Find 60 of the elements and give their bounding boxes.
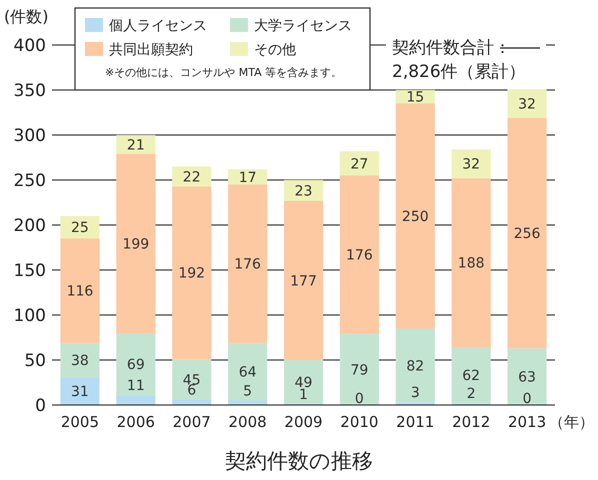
data-label: 22 (182, 169, 201, 186)
y-tick-label: 300 (14, 126, 46, 146)
annotation: 0 (354, 390, 364, 407)
data-label: 69 (126, 356, 145, 373)
x-tick-label: 2009 (284, 413, 323, 431)
annotation: ※その他には、コンサルや MTA 等を含みます。 (105, 66, 342, 79)
legend-label: 個人ライセンス (109, 18, 207, 34)
x-tick-label: 2005 (60, 413, 100, 431)
data-label: 31 (71, 384, 89, 400)
annotation: 0 (522, 390, 532, 407)
legend-label: 大学ライセンス (254, 18, 352, 34)
data-label: 188 (458, 256, 485, 272)
y-tick-label: 250 (14, 170, 46, 191)
y-tick-label: 400 (14, 36, 46, 56)
data-label: 27 (350, 156, 368, 172)
x-axis-title: （年） (549, 413, 594, 431)
data-label: 176 (346, 248, 373, 264)
y-tick-label: 50 (24, 350, 46, 371)
data-label: 250 (402, 208, 429, 225)
data-label: 192 (178, 266, 206, 282)
legend-label: その他 (254, 42, 296, 58)
x-tick-label: 2006 (116, 413, 155, 431)
data-label: 23 (294, 183, 312, 200)
data-label: 38 (71, 352, 89, 369)
annotation: 契約件数合計：2,826件（累計） (392, 38, 526, 82)
data-label: 116 (66, 284, 94, 300)
y-tick-label: 350 (14, 80, 46, 101)
x-tick-label: 2012 (452, 413, 490, 431)
x-tick-label: 2011 (396, 413, 434, 431)
y-tick-label: 200 (14, 216, 46, 236)
data-label: 1 (299, 387, 308, 403)
y-tick-label: 100 (14, 306, 46, 326)
data-label: 21 (126, 137, 145, 154)
data-label: 199 (122, 236, 150, 252)
y-axis-title: (件数) (4, 7, 48, 26)
data-label: 177 (290, 273, 317, 290)
data-label: 15 (406, 90, 424, 106)
data-label: 63 (518, 370, 536, 386)
data-label: 2 (466, 386, 476, 402)
data-label: 25 (71, 220, 89, 236)
x-tick-label: 2007 (172, 413, 211, 431)
data-label: 17 (238, 170, 257, 186)
x-tick-label: 2008 (228, 413, 267, 431)
x-tick-label: 2013 (508, 413, 546, 431)
data-label: 82 (406, 358, 424, 374)
data-label: 5 (243, 383, 252, 400)
legend-label: 共同出願契約 (109, 42, 193, 58)
x-tick-label: 2010 (340, 413, 378, 431)
y-tick-label: 0 (35, 396, 46, 416)
data-label: 79 (350, 362, 368, 378)
text: 契約件数の推移 (225, 449, 373, 473)
data-label: 3 (410, 385, 420, 402)
y-tick-label: 150 (14, 260, 46, 281)
data-label: 64 (238, 364, 257, 381)
data-label: 32 (462, 156, 480, 173)
data-label: 62 (462, 368, 480, 384)
data-label: 176 (234, 256, 262, 273)
data-label: 32 (518, 96, 536, 112)
data-label: 256 (514, 226, 541, 242)
data-label: 11 (126, 378, 145, 394)
